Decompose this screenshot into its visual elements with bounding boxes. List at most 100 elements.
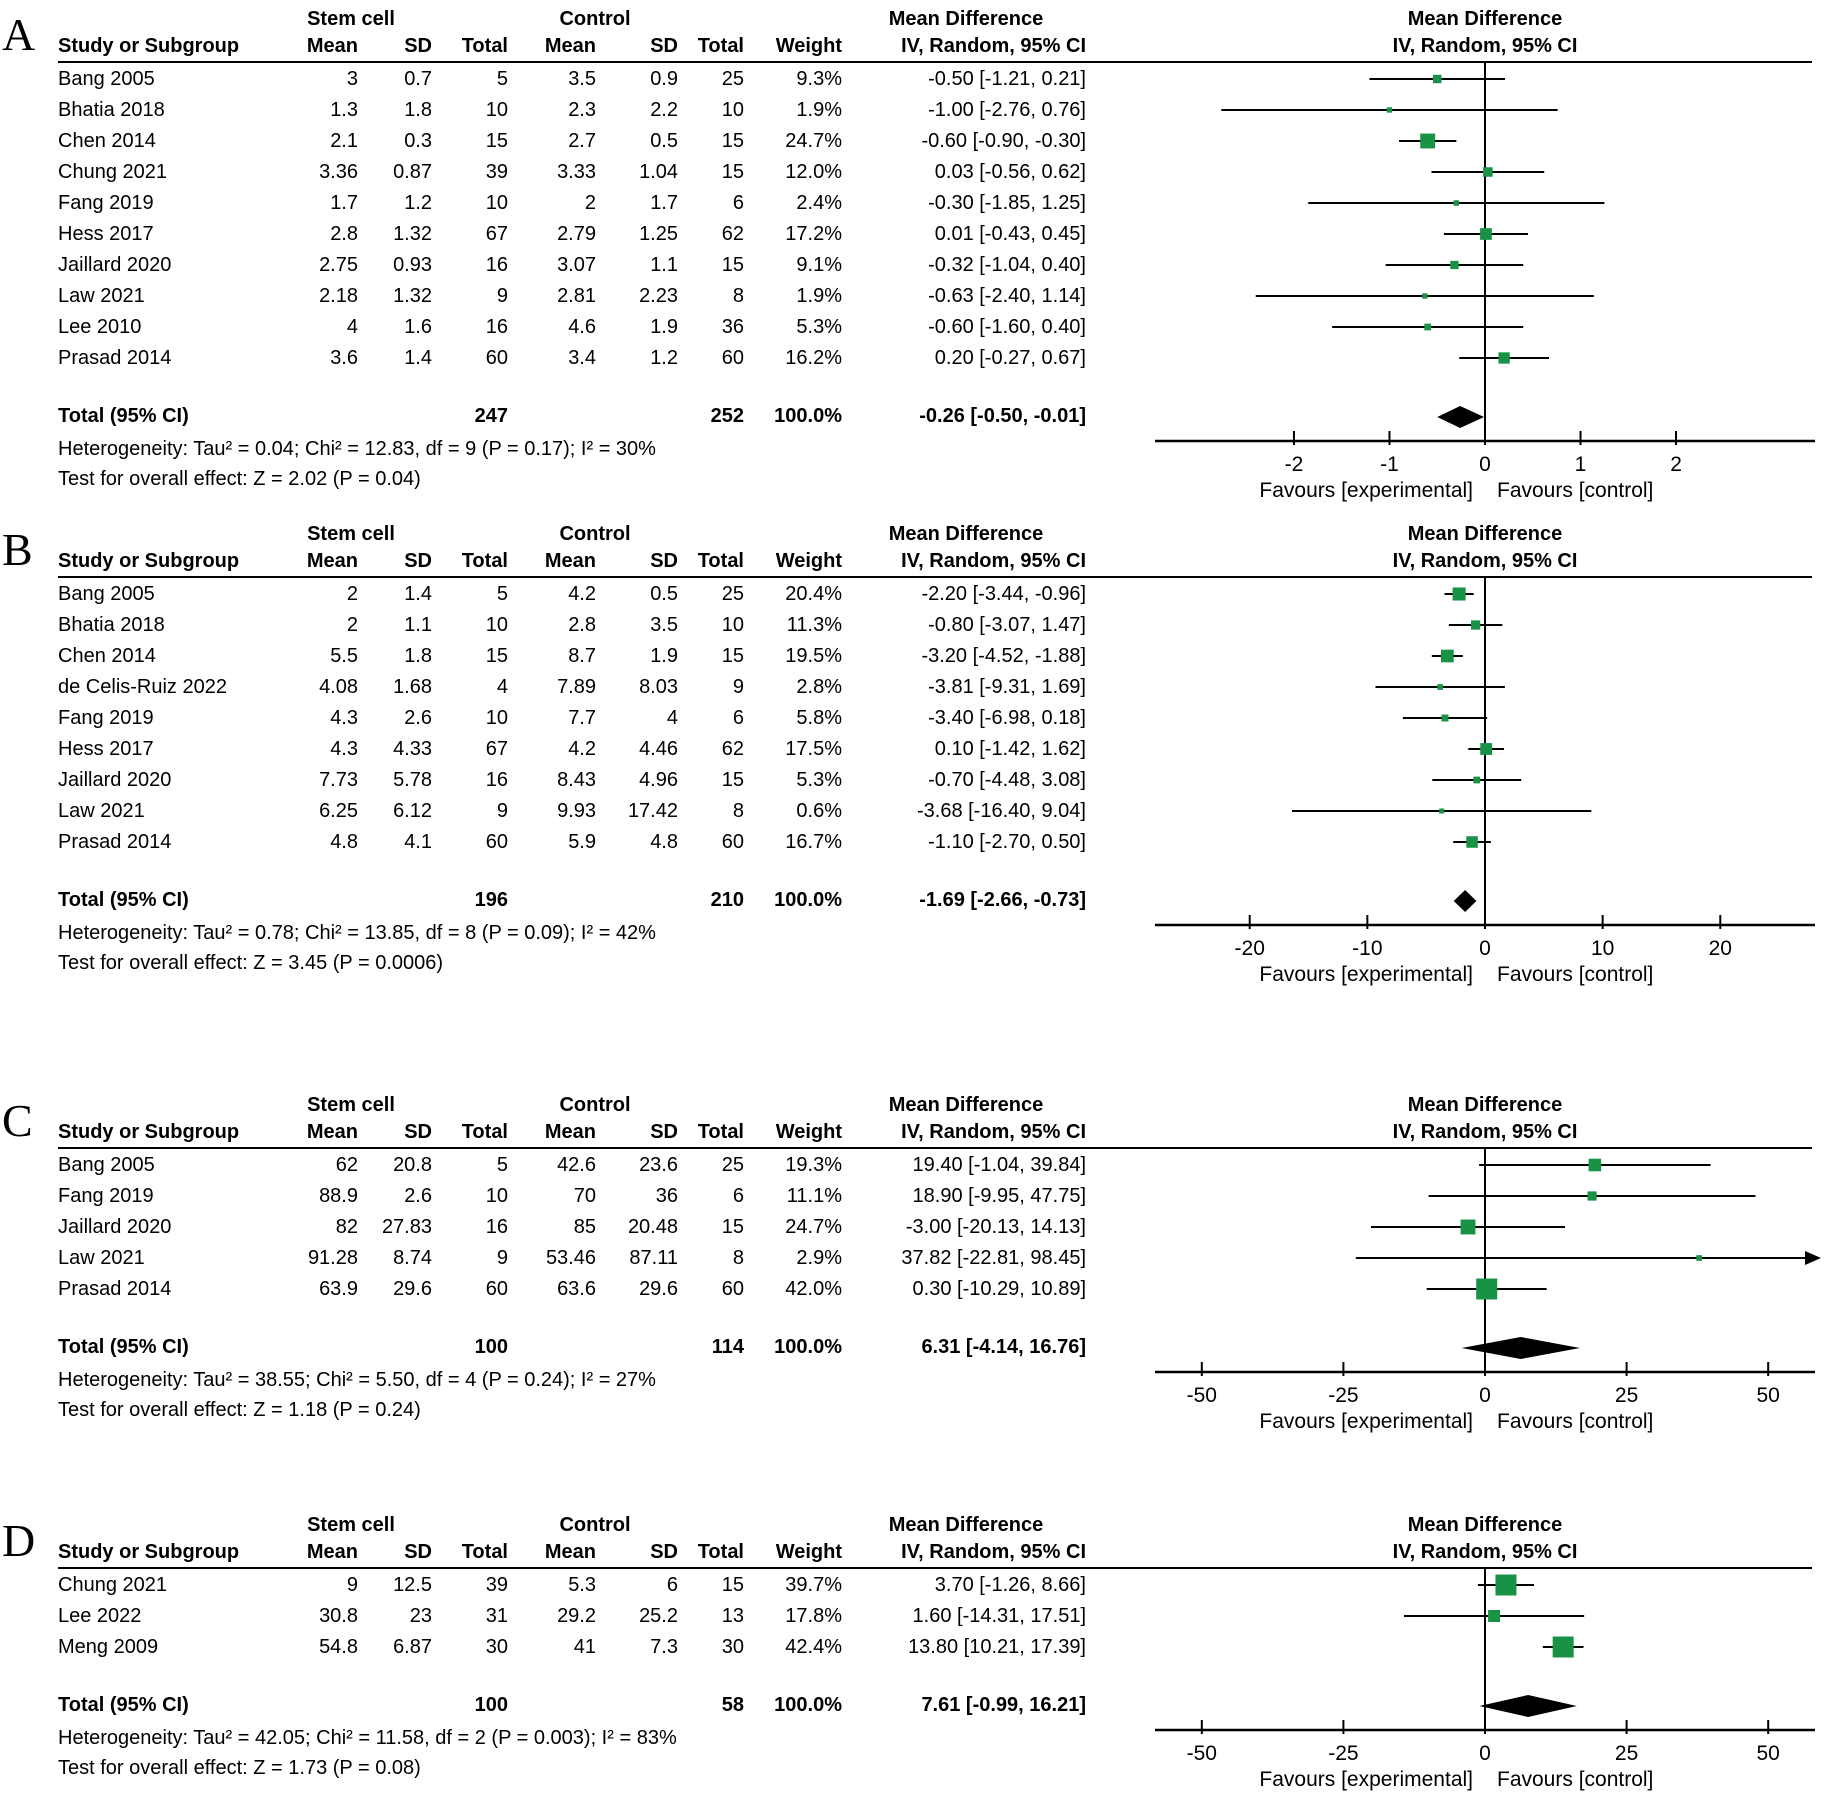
favours-control-label: Favours [control] <box>1497 1768 1653 1791</box>
tick-label: 20 <box>1709 937 1732 960</box>
study-name: Jaillard 2020 <box>58 254 172 276</box>
stem-total: 5 <box>496 583 508 605</box>
study-name: Bang 2005 <box>58 1154 155 1176</box>
weight-value: 19.3% <box>785 1154 842 1176</box>
total-diamond <box>1461 1337 1580 1359</box>
control-group-header: Control <box>559 1094 631 1116</box>
control-mean-column-header: Mean <box>544 35 596 57</box>
stem-total: 67 <box>485 223 508 245</box>
effect-square <box>1587 1191 1597 1201</box>
control-total: 62 <box>721 223 744 245</box>
study-row: Jaillard 2020 82 27.83 16 85 20.48 15 24.7% -3.0… <box>58 1212 1088 1243</box>
weight-column-header: Weight <box>775 35 842 57</box>
forest-plot-canvas: -20 -10 0 10 20 Favours [experimental] Favours… <box>1155 577 1815 986</box>
forest-plot-canvas: -50 -25 0 25 50 Favours [experimental] Favours… <box>1155 1568 1815 1791</box>
study-row: Law 2021 2.18 1.32 9 2.81 2.23 8 1.9% -0.63 [-2.… <box>58 281 1088 312</box>
panel-letter: A <box>2 9 36 60</box>
control-mean: 3.07 <box>557 254 596 276</box>
mean-difference-ci: 19.40 [-1.04, 39.84] <box>912 1154 1086 1176</box>
stem-sd: 1.4 <box>404 347 432 369</box>
stem-total: 67 <box>485 738 508 760</box>
weight-column-header: Weight <box>775 1541 842 1563</box>
mean-difference-ci: -0.63 [-2.40, 1.14] <box>928 285 1086 307</box>
study-row: Chung 2021 9 12.5 39 5.3 6 15 39.7% 3.70 [-1.26,… <box>58 1570 1088 1601</box>
tick-label: 25 <box>1615 1742 1638 1765</box>
study-row: Prasad 2014 4.8 4.1 60 5.9 4.8 60 16.7% -1.10 [-… <box>58 827 1088 858</box>
control-mean: 85 <box>573 1216 596 1238</box>
total-row: Total (95% CI) 247 252 100.0% -0.26 [-0.… <box>58 403 1088 430</box>
control-sd: 6 <box>666 1574 678 1596</box>
tick-label: -2 <box>1285 453 1304 476</box>
control-total: 15 <box>721 645 744 667</box>
weight-value: 1.9% <box>796 99 842 121</box>
control-sd-column-header: SD <box>650 35 678 57</box>
stem-mean: 30.8 <box>319 1605 358 1627</box>
study-row: Fang 2019 1.7 1.2 10 2 1.7 6 2.4% -0.30 [-1.85, … <box>58 188 1088 219</box>
study-row: Law 2021 6.25 6.12 9 9.93 17.42 8 0.6% -3.68 [-1… <box>58 796 1088 827</box>
stem-sd: 1.6 <box>404 316 432 338</box>
stem-total-column-header: Total <box>461 550 508 572</box>
stem-total: 10 <box>485 614 508 636</box>
study-row: Bhatia 2018 2 1.1 10 2.8 3.5 10 11.3% -0.80 [-3.… <box>58 610 1088 641</box>
mean-difference-ci: -0.60 [-1.60, 0.40] <box>928 316 1086 338</box>
stem-cell-group-header: Stem cell <box>307 1094 395 1116</box>
stem-cell-group-header: Stem cell <box>307 1514 395 1536</box>
control-mean: 41 <box>573 1636 596 1658</box>
study-name: Lee 2022 <box>58 1605 142 1627</box>
overall-effect-text: Test for overall effect: Z = 2.02 (P = 0… <box>58 468 421 490</box>
effect-square <box>1552 1636 1574 1658</box>
stem-total: 10 <box>485 1185 508 1207</box>
mean-difference-ci: -3.00 [-20.13, 14.13] <box>905 1216 1086 1238</box>
method-column-header: IV, Random, 95% CI <box>901 35 1086 57</box>
stem-mean: 1.3 <box>330 99 358 121</box>
heterogeneity-text: Heterogeneity: Tau² = 0.78; Chi² = 13.85… <box>58 922 656 944</box>
weight-value: 2.4% <box>796 192 842 214</box>
stem-mean: 91.28 <box>307 1247 358 1269</box>
control-mean: 7.89 <box>557 676 596 698</box>
mean-difference-ci: 0.20 [-0.27, 0.67] <box>934 347 1086 369</box>
method-column-header: IV, Random, 95% CI <box>901 1541 1086 1563</box>
study-column-header: Study or Subgroup <box>58 35 240 57</box>
stem-mean: 4.3 <box>330 738 358 760</box>
study-name: Bang 2005 <box>58 68 155 90</box>
control-mean: 7.7 <box>568 707 596 729</box>
mean-difference-column-header: Mean Difference <box>888 1094 1044 1116</box>
stem-sd-column-header: SD <box>404 1541 432 1563</box>
control-total-column-header: Total <box>697 35 744 57</box>
mean-difference-ci: 37.82 [-22.81, 98.45] <box>901 1247 1086 1269</box>
total-n-stem: 247 <box>474 405 508 427</box>
stem-mean-column-header: Mean <box>306 35 358 57</box>
control-total: 15 <box>721 161 744 183</box>
study-name: Bang 2005 <box>58 583 155 605</box>
study-name: Chen 2014 <box>58 645 156 667</box>
overall-effect-text: Test for overall effect: Z = 1.18 (P = 0… <box>58 1399 421 1421</box>
header-divider <box>58 1567 1812 1569</box>
stem-total: 16 <box>485 769 508 791</box>
header-divider <box>58 61 1812 63</box>
tick-label: -25 <box>1328 1384 1358 1407</box>
plot-method-header: IV, Random, 95% CI <box>1392 35 1578 57</box>
stem-mean: 4.3 <box>330 707 358 729</box>
control-total: 9 <box>732 676 744 698</box>
stem-mean-column-header: Mean <box>306 1541 358 1563</box>
column-header-row: Study or Subgroup Mean SD Total Mean SD … <box>58 1539 1088 1566</box>
stem-sd: 23 <box>409 1605 432 1627</box>
tick-label: 0 <box>1479 1384 1491 1407</box>
stem-sd: 4.33 <box>393 738 432 760</box>
stem-total: 15 <box>485 130 508 152</box>
study-name: Bhatia 2018 <box>58 99 165 121</box>
study-row: Bhatia 2018 1.3 1.8 10 2.3 2.2 10 1.9% -1.00 [-2… <box>58 95 1088 126</box>
control-sd: 8.03 <box>639 676 678 698</box>
study-name: Chen 2014 <box>58 130 156 152</box>
control-total: 15 <box>721 1216 744 1238</box>
stem-mean: 2.8 <box>330 223 358 245</box>
weight-value: 12.0% <box>785 161 842 183</box>
control-mean: 5.9 <box>568 831 596 853</box>
stem-mean: 4.08 <box>319 676 358 698</box>
weight-value: 42.4% <box>785 1636 842 1658</box>
control-total: 60 <box>721 831 744 853</box>
stem-total-column-header: Total <box>461 35 508 57</box>
total-weight: 100.0% <box>774 1694 842 1716</box>
control-sd: 7.3 <box>650 1636 678 1658</box>
control-sd: 17.42 <box>627 800 678 822</box>
